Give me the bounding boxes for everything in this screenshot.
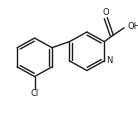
Text: Cl: Cl xyxy=(30,89,39,98)
Text: OH: OH xyxy=(127,22,138,31)
Text: N: N xyxy=(106,56,112,65)
Text: O: O xyxy=(103,8,109,17)
